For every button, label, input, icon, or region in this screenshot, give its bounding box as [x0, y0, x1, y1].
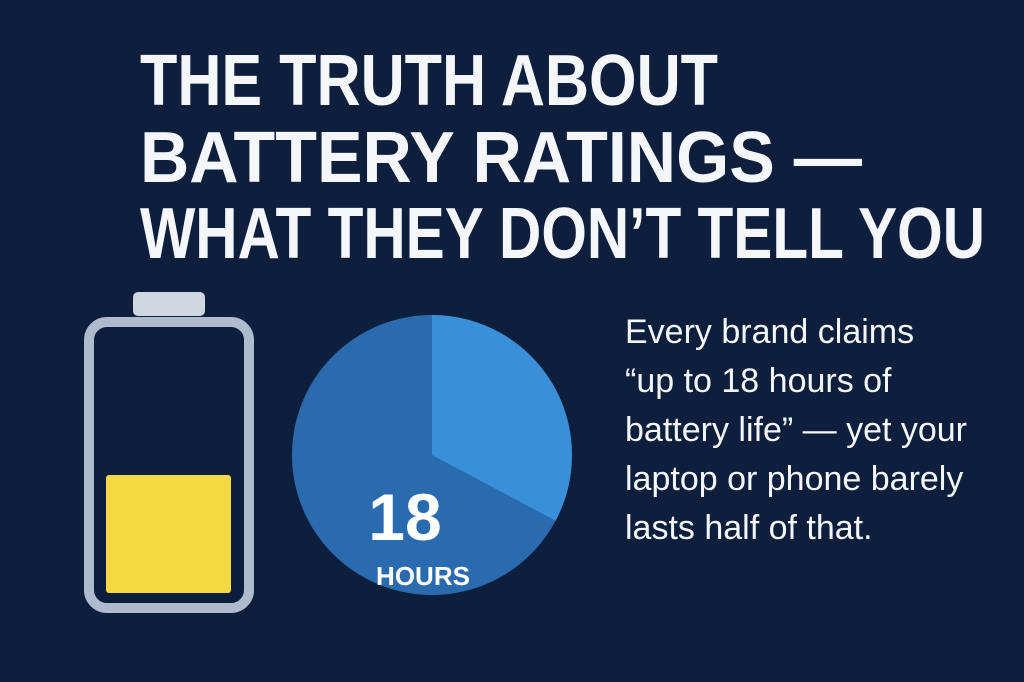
title-line: WHAT THEY DON’T TELL YOU — [140, 194, 985, 274]
body-line: battery life” — yet your — [625, 411, 967, 449]
body-line: Every brand claims — [625, 313, 914, 351]
body-line: “up to 18 hours of — [625, 362, 892, 400]
body-line: lasts half of that. — [625, 509, 873, 547]
pie-number: 18 — [368, 480, 441, 554]
battery-icon — [84, 292, 254, 613]
title-line: BATTERY RATINGS — — [140, 118, 862, 198]
pie-unit: HOURS — [376, 561, 470, 591]
battery-body — [84, 317, 254, 613]
pie-slice — [432, 315, 572, 521]
battery-level — [106, 475, 231, 593]
body-line: laptop or phone barely — [625, 460, 963, 498]
title-line: THE TRUTH ABOUT — [140, 41, 718, 121]
battery-cap — [133, 292, 205, 316]
pie-graphic: 18 HOURS — [292, 315, 572, 595]
